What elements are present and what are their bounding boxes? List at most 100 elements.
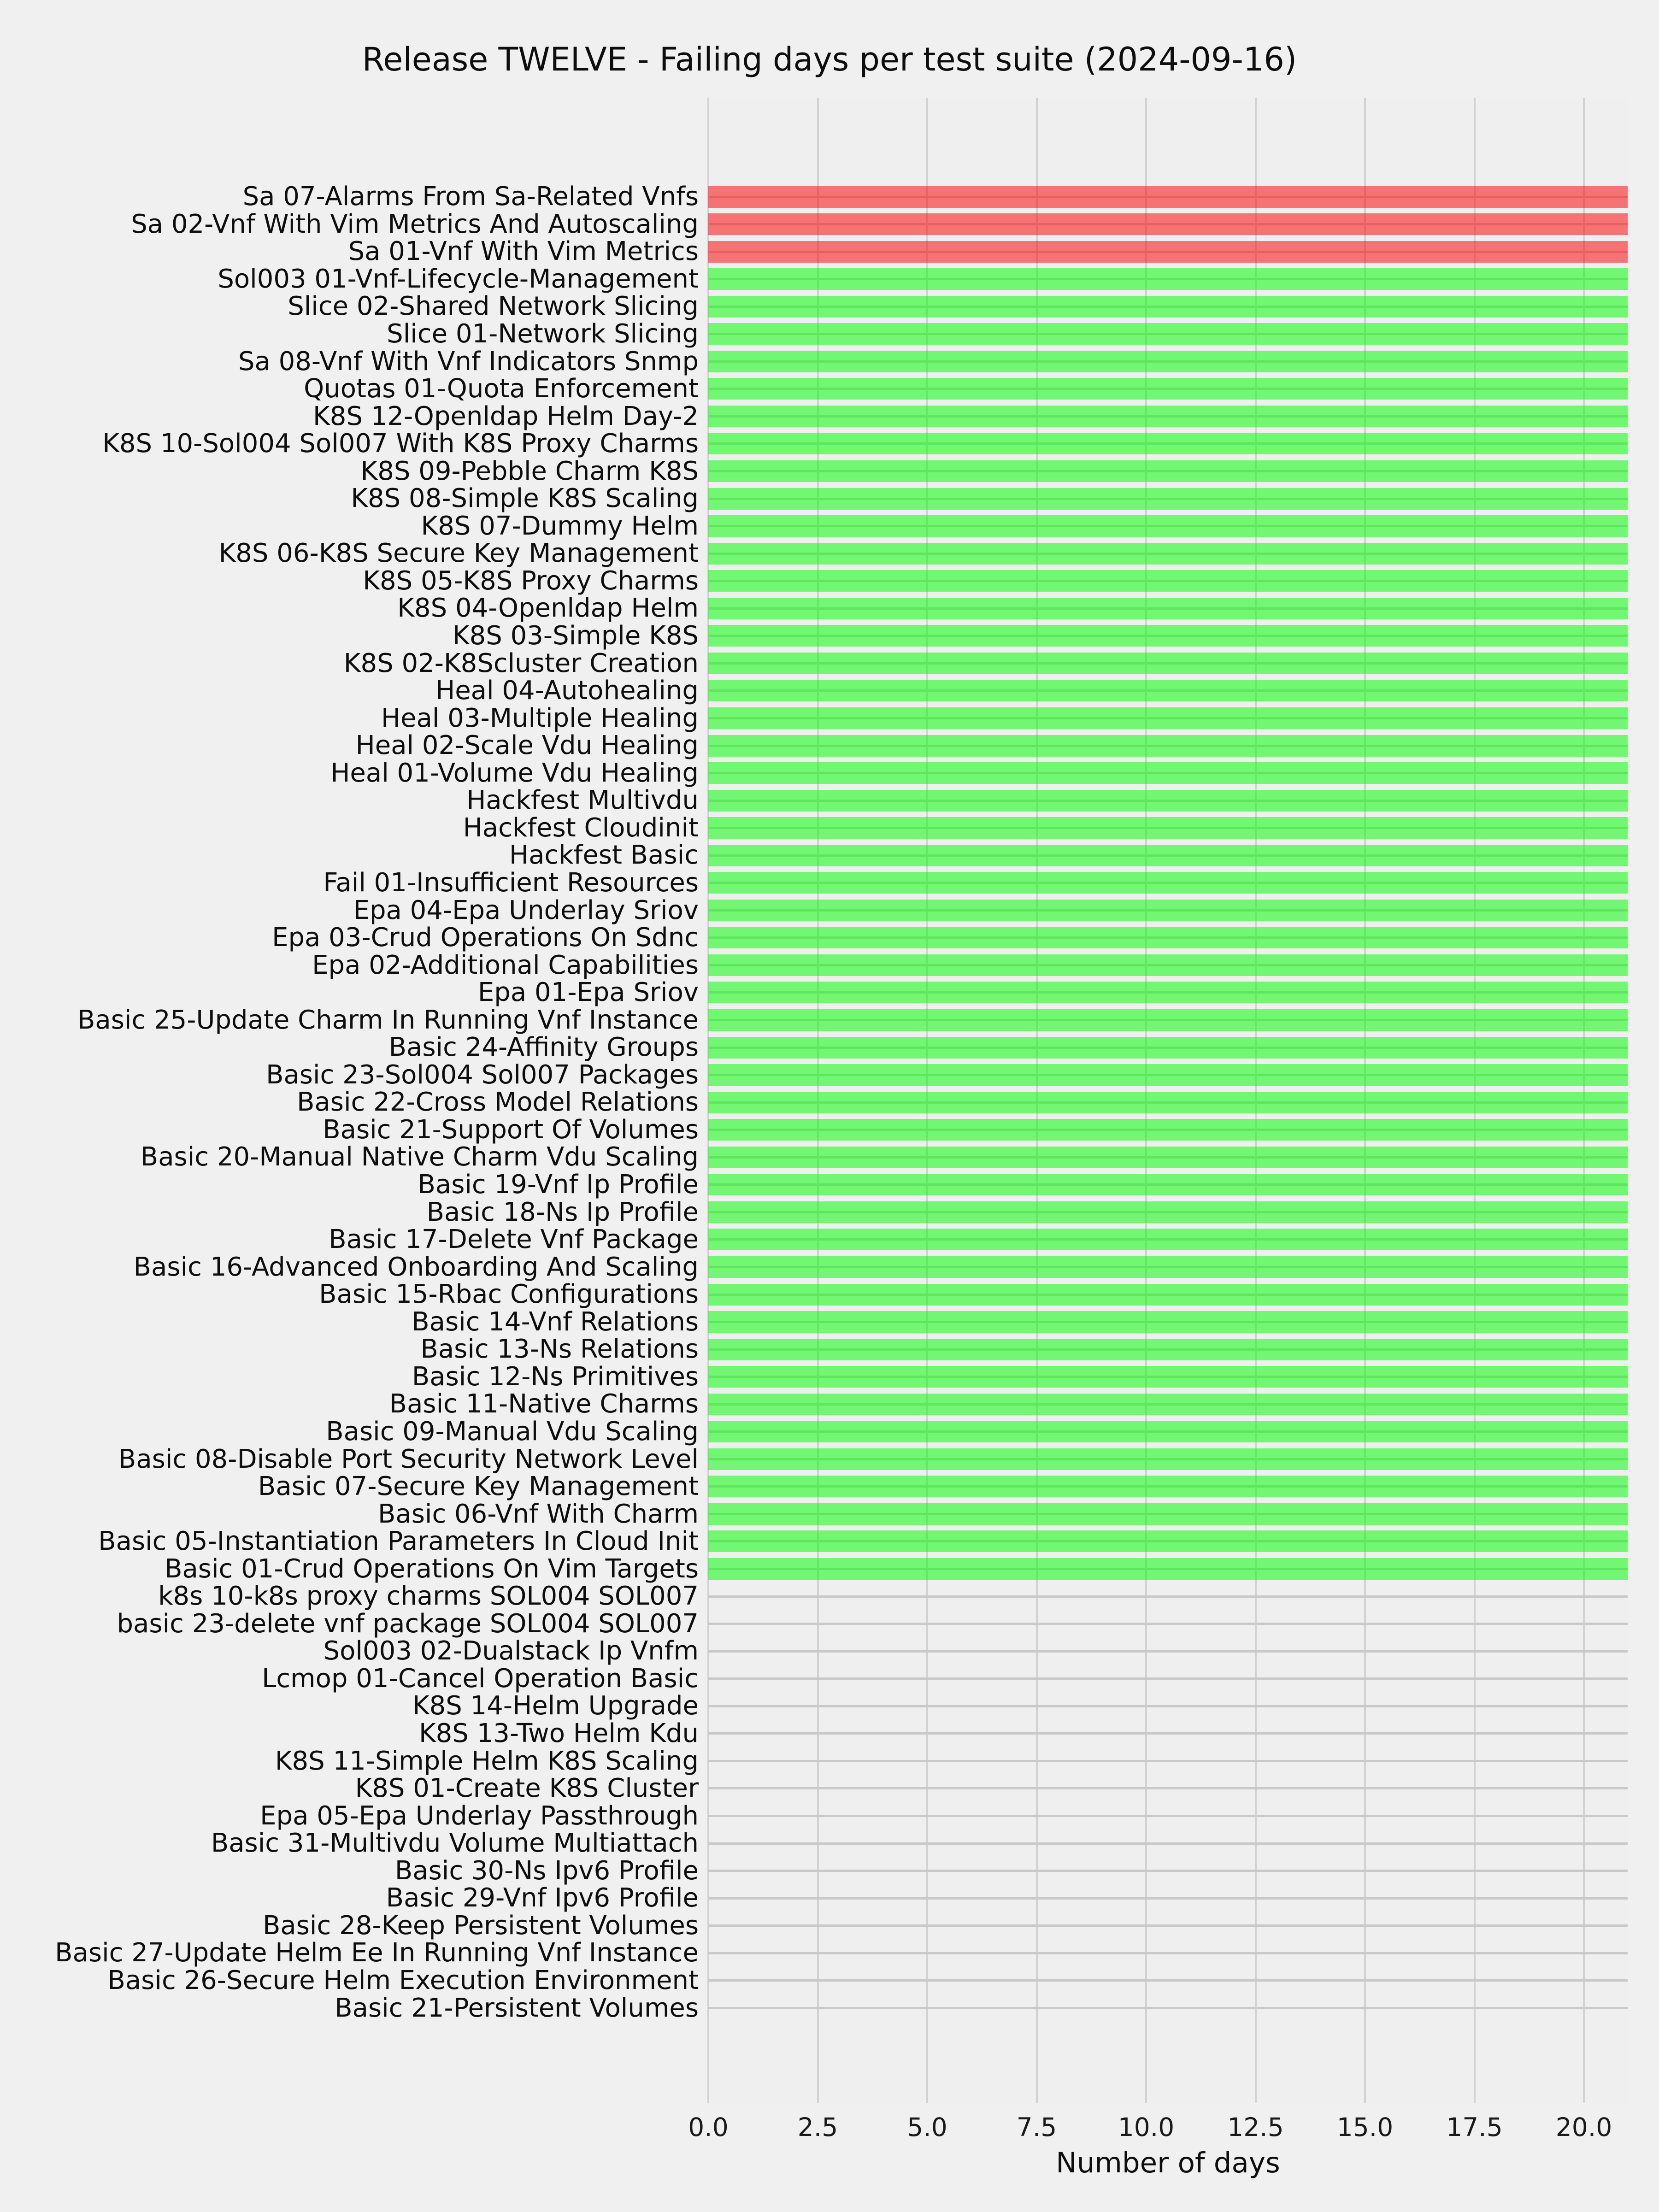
- suite-label: Basic 24-Affinity Groups: [388, 1032, 699, 1063]
- suite-bar: [708, 1091, 1628, 1113]
- suite-bar: [708, 1009, 1628, 1031]
- suite-bar: [708, 488, 1628, 510]
- y-gridline: [708, 1814, 1628, 1817]
- x-tick-label: 12.5: [1227, 2112, 1284, 2142]
- suite-label: Basic 16-Advanced Onboarding And Scaling: [133, 1252, 699, 1282]
- suite-label: Hackfest Basic: [509, 840, 699, 871]
- suite-bar: [708, 1558, 1628, 1580]
- suite-label: Sol003 02-Dualstack Ip Vnfm: [323, 1636, 699, 1666]
- y-gridline: [708, 1705, 1628, 1707]
- plot-area: [707, 98, 1628, 2103]
- y-gridline: [708, 1952, 1628, 1954]
- y-gridline: [708, 1842, 1628, 1845]
- suite-bar: [708, 1229, 1628, 1251]
- suite-label: K8S 12-Openldap Helm Day-2: [313, 401, 699, 431]
- y-gridline: [708, 1732, 1628, 1735]
- suite-label: Slice 02-Shared Network Slicing: [288, 291, 699, 322]
- y-gridline: [708, 1623, 1628, 1625]
- y-gridline: [708, 1650, 1628, 1653]
- y-axis-labels: Sa 07-Alarms From Sa-Related Vnfs Sa 02-V…: [0, 0, 699, 2212]
- suite-label: K8S 04-Openldap Helm: [397, 593, 699, 624]
- suite-bar: [708, 954, 1628, 976]
- suite-label: Basic 28-Keep Persistent Volumes: [263, 1910, 699, 1941]
- suite-label: Basic 08-Disable Port Security Network L…: [118, 1444, 699, 1474]
- suite-label: K8S 03-Simple K8S: [452, 621, 699, 651]
- suite-label: Epa 01-Epa Sriov: [477, 977, 699, 1008]
- suite-label: Basic 20-Manual Native Charm Vdu Scaling: [140, 1142, 699, 1172]
- suite-label: Basic 23-Sol004 Sol007 Packages: [266, 1059, 699, 1090]
- suite-bar: [708, 1064, 1628, 1086]
- suite-label: Basic 07-Secure Key Management: [258, 1471, 699, 1502]
- suite-label: Heal 02-Scale Vdu Healing: [355, 730, 699, 761]
- suite-bar: [708, 1476, 1628, 1498]
- suite-bar: [708, 570, 1628, 592]
- suite-label: Slice 01-Network Slicing: [387, 318, 699, 349]
- suite-bar: [708, 1366, 1628, 1388]
- y-gridline: [708, 1595, 1628, 1598]
- suite-bar: [708, 1201, 1628, 1223]
- suite-bar: [708, 817, 1628, 839]
- y-gridline: [708, 1979, 1628, 1982]
- suite-label: K8S 10-Sol004 Sol007 With K8S Proxy Char…: [102, 429, 699, 459]
- suite-bar: [708, 735, 1628, 757]
- suite-label: Sa 08-Vnf With Vnf Indicators Snmp: [238, 346, 699, 377]
- suite-bar: [708, 927, 1628, 949]
- suite-label: Basic 18-Ns Ip Profile: [426, 1197, 699, 1227]
- suite-bar: [708, 652, 1628, 674]
- suite-label: Sol003 01-Vnf-Lifecycle-Management: [218, 264, 699, 294]
- suite-bar: [708, 405, 1628, 427]
- x-tick-label: 17.5: [1446, 2112, 1503, 2142]
- suite-label: K8S 08-Simple K8S Scaling: [351, 483, 699, 514]
- suite-bar: [708, 295, 1628, 318]
- suite-label: Basic 30-Ns Ipv6 Profile: [394, 1855, 699, 1886]
- suite-bar: [708, 1530, 1628, 1553]
- suite-bar: [708, 186, 1628, 208]
- suite-label: K8S 09-Pebble Charm K8S: [360, 456, 699, 486]
- suite-label: Basic 21-Support Of Volumes: [323, 1114, 699, 1145]
- suite-label: Lcmop 01-Cancel Operation Basic: [262, 1663, 699, 1694]
- x-tick-label: 10.0: [1118, 2112, 1175, 2142]
- suite-label: k8s 10-k8s proxy charms SOL004 SOL007: [158, 1581, 699, 1612]
- suite-label: K8S 06-K8S Secure Key Management: [218, 538, 699, 569]
- x-tick-label: 20.0: [1555, 2112, 1612, 2142]
- suite-label: Basic 29-Vnf Ipv6 Profile: [386, 1883, 699, 1913]
- suite-label: Quotas 01-Quota Enforcement: [304, 374, 699, 404]
- suite-bar: [708, 1036, 1628, 1059]
- suite-bar: [708, 707, 1628, 729]
- suite-bar: [708, 1393, 1628, 1415]
- y-gridline: [708, 1897, 1628, 1900]
- suite-label: K8S 07-Dummy Helm: [421, 511, 699, 541]
- suite-bar: [708, 1311, 1628, 1333]
- x-tick-label: 2.5: [797, 2112, 838, 2142]
- suite-label: Basic 13-Ns Relations: [420, 1334, 699, 1365]
- suite-label: Sa 01-Vnf With Vim Metrics: [348, 236, 699, 267]
- y-gridline: [708, 1870, 1628, 1872]
- suite-bar: [708, 625, 1628, 647]
- y-gridline: [708, 1924, 1628, 1927]
- y-gridline: [708, 1677, 1628, 1680]
- suite-label: K8S 05-K8S Proxy Charms: [363, 565, 699, 596]
- suite-label: Epa 05-Epa Underlay Passthrough: [260, 1800, 699, 1831]
- suite-label: Hackfest Cloudinit: [463, 812, 699, 843]
- suite-label: Epa 03-Crud Operations On Sdnc: [272, 923, 699, 953]
- suite-label: Epa 04-Epa Underlay Sriov: [353, 895, 699, 925]
- suite-bar: [708, 1256, 1628, 1278]
- suite-bar: [708, 542, 1628, 565]
- suite-bar: [708, 872, 1628, 894]
- suite-label: Basic 31-Multivdu Volume Multiattach: [211, 1828, 699, 1859]
- suite-bar: [708, 789, 1628, 812]
- y-gridline: [708, 1759, 1628, 1762]
- suite-bar: [708, 899, 1628, 921]
- suite-label: K8S 14-Helm Upgrade: [412, 1691, 699, 1721]
- suite-label: K8S 11-Simple Helm K8S Scaling: [275, 1746, 699, 1776]
- suite-bar: [708, 762, 1628, 784]
- suite-label: Sa 07-Alarms From Sa-Related Vnfs: [242, 182, 699, 212]
- y-gridline: [708, 1787, 1628, 1790]
- suite-label: Basic 17-Delete Vnf Package: [329, 1224, 699, 1255]
- suite-label: basic 23-delete vnf package SOL004 SOL00…: [117, 1608, 699, 1639]
- suite-bar: [708, 982, 1628, 1004]
- suite-label: Epa 02-Additional Capabilities: [312, 950, 699, 980]
- suite-label: Basic 12-Ns Primitives: [412, 1361, 699, 1392]
- suite-bar: [708, 597, 1628, 619]
